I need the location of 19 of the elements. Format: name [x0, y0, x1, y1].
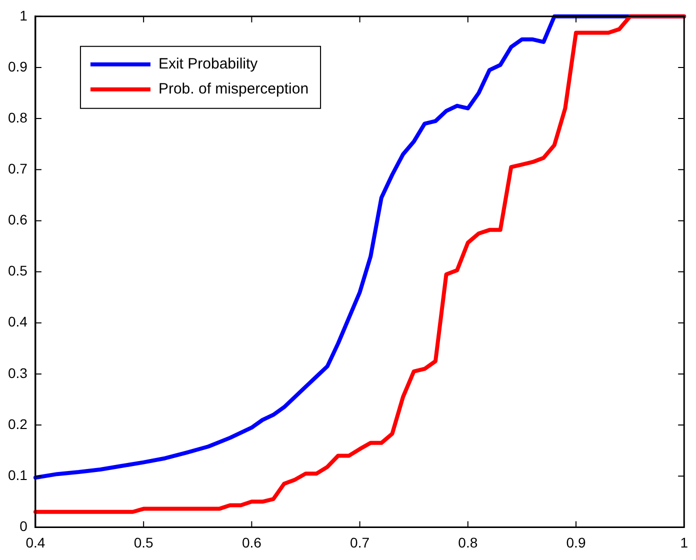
y-tick-label: 0.5	[8, 262, 28, 279]
x-tick-label: 1	[680, 534, 688, 550]
y-tick-label: 0.2	[8, 416, 28, 432]
y-tick-label: 0.8	[8, 109, 28, 126]
x-tick-label: 0.5	[134, 534, 154, 550]
x-tick-label: 0.8	[458, 534, 478, 550]
legend-label: Exit Probability	[158, 56, 258, 73]
y-tick-label: 0.4	[8, 314, 28, 330]
y-tick-label: 1	[20, 7, 28, 24]
y-tick-label: 0	[20, 518, 28, 534]
y-tick-label: 0.7	[8, 160, 28, 176]
legend-label: Prob. of misperception	[158, 80, 309, 98]
y-tick-label: 0.9	[8, 58, 28, 74]
y-tick-label: 0.1	[8, 466, 28, 483]
x-tick-label: 0.9	[566, 534, 586, 550]
x-tick-label: 0.7	[350, 534, 370, 550]
y-tick-label: 0.6	[8, 212, 28, 228]
y-tick-label: 0.3	[8, 364, 28, 381]
x-tick-label: 0.6	[242, 534, 262, 550]
